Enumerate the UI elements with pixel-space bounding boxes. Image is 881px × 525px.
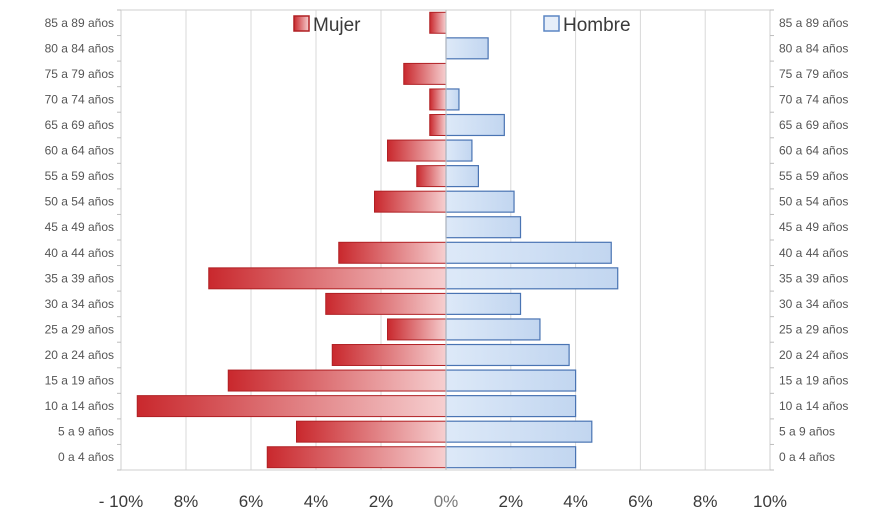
y-tick-label-left: 75 a 79 años xyxy=(45,67,114,81)
bar-hombre xyxy=(445,318,541,341)
bar-hombre xyxy=(445,369,577,392)
legend-swatch-hombre xyxy=(543,15,560,32)
legend-label-mujer: Mujer xyxy=(313,15,361,36)
bar-mujer xyxy=(387,318,447,341)
y-tick-label-left: 5 a 9 años xyxy=(58,425,114,439)
y-tick-label-right: 25 a 29 años xyxy=(779,322,848,336)
bar-mujer xyxy=(429,88,447,111)
bar-hombre xyxy=(445,267,619,290)
y-tick-label-right: 50 a 54 años xyxy=(779,195,848,209)
bar-hombre xyxy=(445,343,570,367)
bar-hombre xyxy=(445,88,460,111)
bar-hombre xyxy=(445,395,577,418)
bars xyxy=(136,11,619,469)
bar-mujer xyxy=(387,139,447,162)
bar-mujer xyxy=(296,420,447,443)
y-tick-label-left: 0 a 4 años xyxy=(58,450,114,464)
y-tick-label-left: 40 a 44 años xyxy=(45,246,114,260)
bar-hombre xyxy=(445,113,505,137)
y-tick-label-right: 60 a 64 años xyxy=(779,144,848,158)
y-tick-label-right: 30 a 34 años xyxy=(779,297,848,311)
y-tick-label-right: 45 a 49 años xyxy=(779,220,848,234)
bar-hombre xyxy=(445,37,489,60)
y-tick-label-right: 75 a 79 años xyxy=(779,67,848,81)
bar-hombre xyxy=(445,139,473,162)
y-tick-label-left: 10 a 14 años xyxy=(45,399,114,413)
bar-hombre xyxy=(445,165,480,188)
bar-mujer xyxy=(429,11,447,34)
y-tick-label-right: 5 a 9 años xyxy=(779,425,835,439)
bar-mujer xyxy=(338,241,447,264)
y-tick-label-left: 35 a 39 años xyxy=(45,271,114,285)
y-tick-label-left: 15 a 19 años xyxy=(45,374,114,388)
y-tick-label-right: 80 a 84 años xyxy=(779,41,848,55)
x-tick-label: 2% xyxy=(499,492,524,511)
legend-item-mujer: Mujer xyxy=(293,15,361,36)
bar-mujer xyxy=(331,344,447,366)
x-tick-label: 4% xyxy=(563,492,588,511)
y-tick-label-right: 35 a 39 años xyxy=(779,271,848,285)
y-tick-label-left: 60 a 64 años xyxy=(45,144,114,158)
y-tick-label-left: 25 a 29 años xyxy=(45,322,114,336)
bar-hombre xyxy=(445,241,612,264)
bar-mujer xyxy=(136,395,447,418)
x-tick-label: 8% xyxy=(174,492,199,511)
y-tick-label-right: 55 a 59 años xyxy=(779,169,848,183)
bar-mujer xyxy=(266,446,447,469)
bar-hombre xyxy=(445,420,593,443)
y-tick-label-left: 80 a 84 años xyxy=(45,41,114,55)
y-tick-label-right: 0 a 4 años xyxy=(779,450,835,464)
bar-hombre xyxy=(445,190,515,213)
legend-label-hombre: Hombre xyxy=(563,15,631,36)
legend-item-hombre: Hombre xyxy=(543,15,631,36)
bar-hombre xyxy=(445,446,577,469)
x-tick-label: 10% xyxy=(753,492,787,511)
left-category-labels: 0 a 4 años 5 a 9 años 10 a 14 años 15 a 19 … xyxy=(45,16,114,464)
x-tick-label: 4% xyxy=(304,492,329,511)
bar-mujer xyxy=(208,267,447,290)
x-tick-label: 8% xyxy=(693,492,718,511)
x-tick-label: 2% xyxy=(369,492,394,511)
y-tick-label-right: 65 a 69 años xyxy=(779,118,848,132)
x-tick-labels: - 10% 8% 6% 4% 2% 0% 2% 4% 6% 8% 10% xyxy=(99,492,787,511)
y-tick-label-left: 50 a 54 años xyxy=(45,195,114,209)
y-tick-label-right: 10 a 14 años xyxy=(779,399,848,413)
y-tick-label-right: 70 a 74 años xyxy=(779,92,848,106)
x-tick-label: - 10% xyxy=(99,492,143,511)
y-tick-label-left: 70 a 74 años xyxy=(45,92,114,106)
y-tick-label-left: 20 a 24 años xyxy=(45,348,114,362)
y-tick-label-right: 20 a 24 años xyxy=(779,348,848,362)
x-tick-label: 6% xyxy=(239,492,264,511)
bar-mujer xyxy=(416,165,447,188)
bar-hombre xyxy=(445,292,522,315)
y-tick-label-left: 65 a 69 años xyxy=(45,118,114,132)
y-tick-label-left: 85 a 89 años xyxy=(45,16,114,30)
bar-mujer xyxy=(429,114,447,136)
axes xyxy=(117,9,774,471)
legend: Mujer Hombre xyxy=(293,15,631,36)
bar-mujer xyxy=(374,190,447,213)
right-category-labels: 0 a 4 años 5 a 9 años 10 a 14 años 15 a 19 … xyxy=(779,16,848,464)
y-tick-label-right: 15 a 19 años xyxy=(779,374,848,388)
bar-mujer xyxy=(325,292,447,315)
y-tick-label-right: 85 a 89 años xyxy=(779,16,848,30)
bar-mujer xyxy=(403,62,447,85)
y-tick-label-left: 45 a 49 años xyxy=(45,220,114,234)
bar-hombre xyxy=(445,216,522,239)
y-tick-label-left: 30 a 34 años xyxy=(45,297,114,311)
bar-mujer xyxy=(227,369,447,392)
y-tick-label-left: 55 a 59 años xyxy=(45,169,114,183)
legend-swatch-mujer xyxy=(293,15,310,32)
y-tick-label-right: 40 a 44 años xyxy=(779,246,848,260)
x-tick-label: 0% xyxy=(434,492,459,511)
x-tick-label: 6% xyxy=(628,492,653,511)
